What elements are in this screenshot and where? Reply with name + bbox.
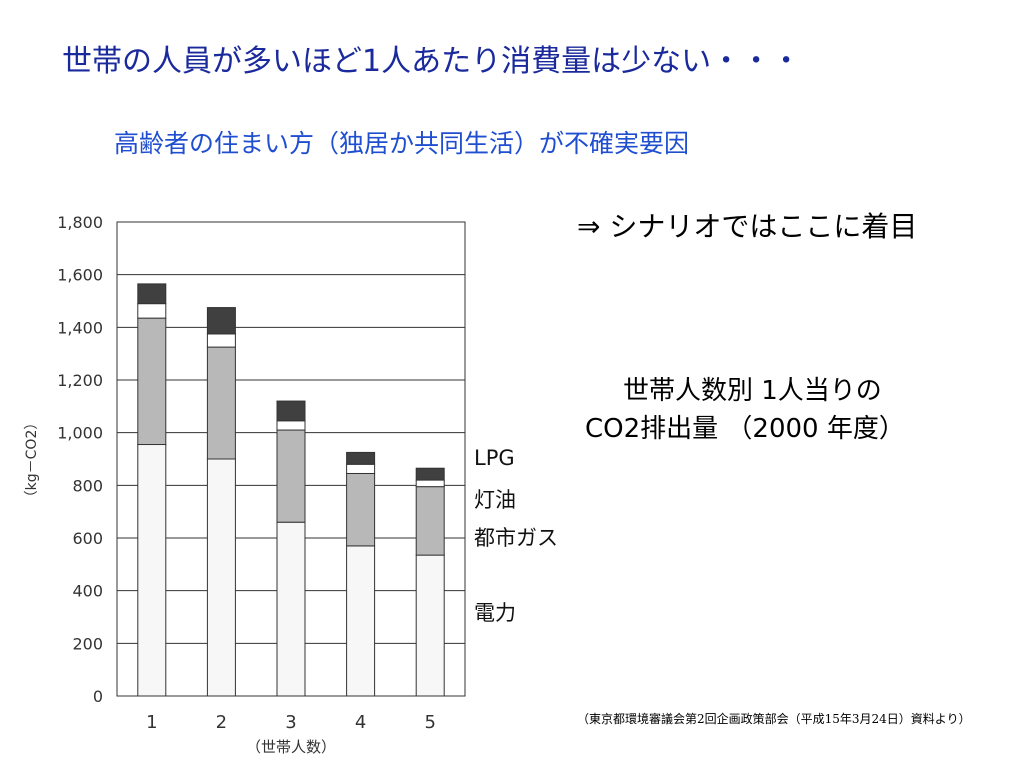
source-citation: （東京都環境審議会第2回企画政策部会（平成15年3月24日）資料より） <box>577 712 971 726</box>
plot-frame <box>116 221 466 697</box>
y-tick-label: 800 <box>72 476 103 495</box>
x-tick-label: 1 <box>146 712 157 733</box>
y-tick-label: 1,600 <box>57 266 103 285</box>
x-tick-labels: 1 2 3 4 5 <box>146 712 436 733</box>
bar-segment <box>137 303 167 319</box>
bar-segment <box>206 458 236 697</box>
slide-title: 世帯の人員が多いほど1人あたり消費量は少ない・・・ <box>62 44 802 79</box>
legend-kerosene: 灯油 <box>474 488 516 512</box>
y-tick-label: 1,400 <box>57 318 103 337</box>
y-tick-labels: 0 200 400 600 800 1,000 1,200 1,400 1,600 1,800 <box>57 213 103 706</box>
bar-segment <box>346 472 376 547</box>
bar-segment <box>137 317 167 446</box>
x-tick-label: 5 <box>424 712 435 733</box>
legend-city-gas: 都市ガス <box>474 526 558 550</box>
x-axis-label: （世帯人数） <box>246 738 336 756</box>
slide-subtitle: 高齢者の住まい方（独居か共同生活）が不確実要因 <box>114 129 690 158</box>
bar-segment <box>137 283 167 305</box>
y-tick-label: 200 <box>72 634 103 653</box>
bar-segment <box>346 451 376 465</box>
caption-line-2: CO2排出量 （2000 年度） <box>585 414 905 444</box>
bar-segment <box>415 486 445 556</box>
legend-lpg: LPG <box>474 446 515 470</box>
bar-segment <box>276 521 306 697</box>
x-tick-label: 4 <box>355 712 366 733</box>
x-tick-label: 3 <box>285 712 296 733</box>
x-tick-label: 2 <box>216 712 227 733</box>
bar-segment <box>415 479 445 488</box>
bar-segment <box>346 545 376 697</box>
y-tick-label: 1,200 <box>57 371 103 390</box>
y-tick-label: 600 <box>72 529 103 548</box>
bar-segment <box>415 467 445 481</box>
y-tick-label: 0 <box>93 687 103 706</box>
bar-segment <box>206 307 236 335</box>
bar-segment <box>415 554 445 697</box>
caption-line-1: 世帯人数別 1人当りの <box>623 376 882 406</box>
bars <box>137 283 445 697</box>
chart-caption: 世帯人数別 1人当りの CO2排出量 （2000 年度） <box>585 372 1005 448</box>
bar-segment <box>276 420 306 431</box>
bar-segment <box>276 429 306 523</box>
y-tick-label: 1,000 <box>57 424 103 443</box>
bar-segment <box>276 400 306 422</box>
bar-segment <box>137 444 167 697</box>
y-tick-label: 1,800 <box>57 213 103 232</box>
bar-segment <box>206 333 236 348</box>
legend-electricity: 電力 <box>474 601 516 625</box>
y-axis-label: （kg－CO2） <box>24 416 40 505</box>
bar-segment <box>346 463 376 474</box>
scenario-note: ⇒ シナリオではここに着目 <box>577 210 918 243</box>
y-tick-label: 400 <box>72 582 103 601</box>
bar-segment <box>206 346 236 460</box>
